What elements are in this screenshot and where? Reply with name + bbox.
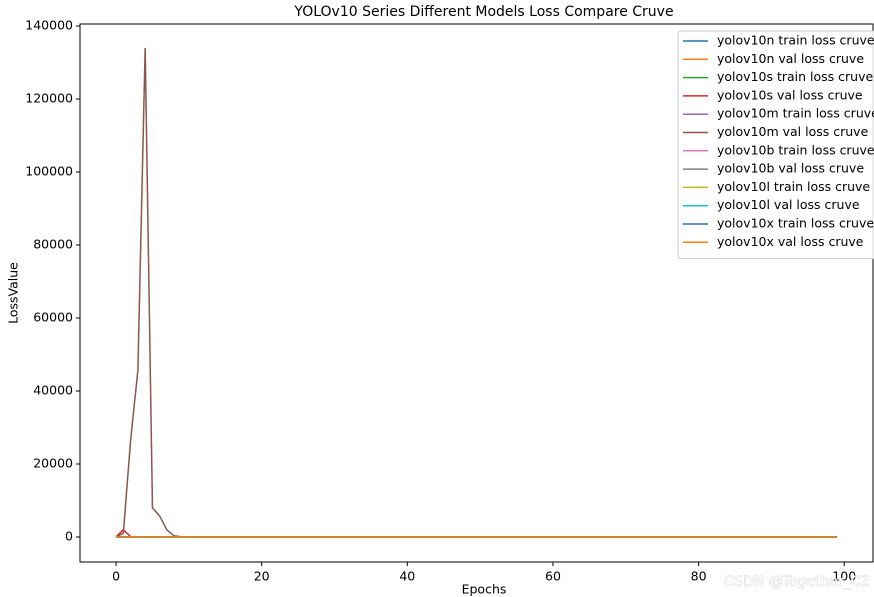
- legend-label: yolov10n train loss cruve: [717, 33, 874, 48]
- y-tick-label: 40000: [33, 383, 73, 398]
- x-tick-label: 100: [832, 569, 856, 584]
- legend-label: yolov10x val loss cruve: [717, 234, 864, 249]
- legend-label: yolov10m val loss cruve: [717, 124, 869, 139]
- y-tick-label: 140000: [25, 18, 73, 33]
- x-axis-label: Epochs: [462, 582, 507, 597]
- y-tick-label: 100000: [25, 164, 73, 179]
- legend-label: yolov10l train loss cruve: [717, 179, 870, 194]
- x-tick-label: 40: [399, 569, 415, 584]
- legend-label: yolov10m train loss cruve: [717, 106, 874, 121]
- legend-box: [677, 30, 874, 260]
- legend-label: yolov10l val loss cruve: [717, 197, 860, 212]
- x-tick-label: 20: [254, 569, 270, 584]
- legend-label: yolov10b val loss cruve: [717, 161, 864, 176]
- chart-title: YOLOv10 Series Different Models Loss Com…: [293, 4, 673, 20]
- axes-frame: [79, 23, 874, 563]
- y-tick-label: 0: [65, 528, 73, 543]
- y-tick-label: 20000: [33, 455, 73, 470]
- legend-label: yolov10s val loss cruve: [717, 87, 863, 102]
- x-tick-label: 60: [545, 569, 561, 584]
- legend-label: yolov10x train loss cruve: [717, 216, 874, 231]
- y-axis-label: LossValue: [6, 262, 21, 324]
- legend-label: yolov10n val loss cruve: [717, 51, 864, 66]
- y-tick-label: 60000: [33, 310, 73, 325]
- y-tick-label: 120000: [25, 91, 73, 106]
- legend-label: yolov10b train loss cruve: [717, 142, 874, 157]
- watermark: CSDN @Together_CZ: [724, 574, 870, 590]
- legend-label: yolov10s train loss cruve: [717, 69, 873, 84]
- y-tick-label: 80000: [33, 237, 73, 252]
- x-tick-label: 0: [112, 569, 120, 584]
- series-line: [115, 528, 837, 538]
- x-tick-label: 80: [691, 569, 707, 584]
